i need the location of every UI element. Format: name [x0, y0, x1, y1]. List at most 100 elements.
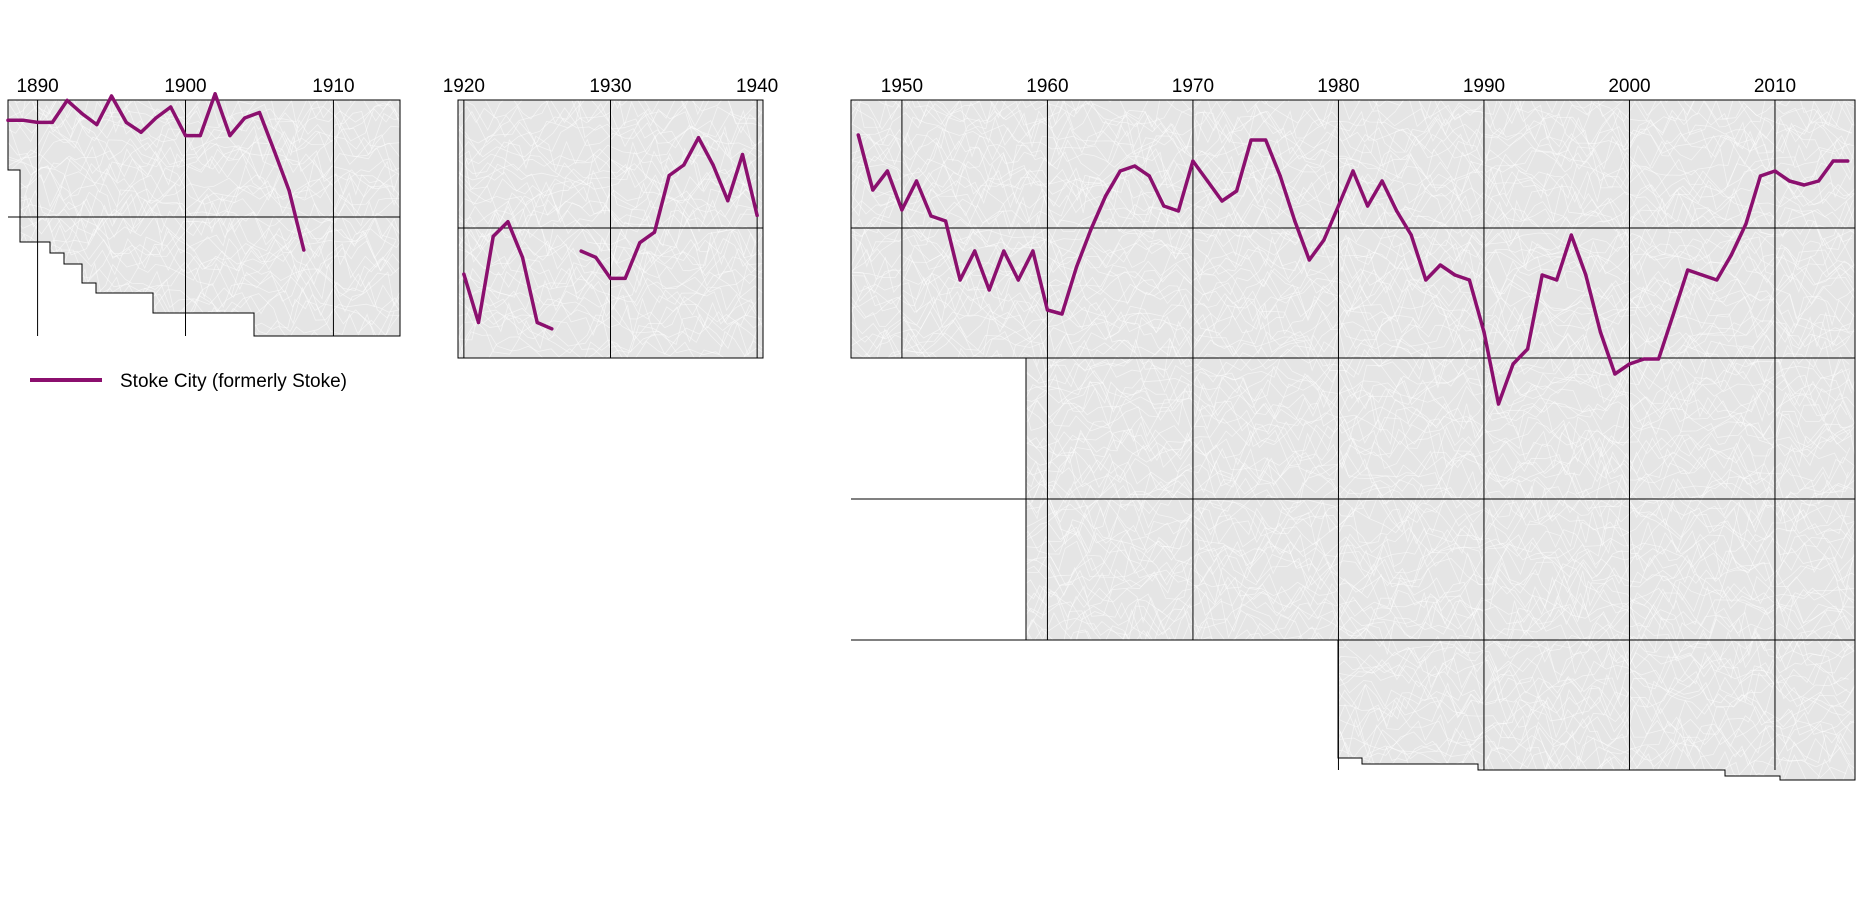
series-point	[856, 133, 860, 137]
series-point	[1511, 362, 1515, 366]
series-point	[1482, 330, 1486, 334]
series-point	[667, 173, 671, 178]
background-texture	[8, 100, 400, 336]
series-point	[1540, 273, 1544, 277]
chart-panel-postwar: 1950 1960 1970 1980 1990 2000 2010	[850, 76, 1856, 781]
series-point	[1089, 227, 1093, 231]
series-point	[1657, 357, 1661, 361]
series-point	[6, 118, 10, 122]
series-point	[594, 255, 598, 259]
x-tick-label: 1940	[736, 76, 778, 97]
series-point	[696, 136, 701, 140]
series-point	[1627, 362, 1632, 366]
series-point	[740, 152, 745, 157]
chart-panel-1920s: 1920 1930 1940	[443, 76, 778, 359]
series-point	[1846, 159, 1850, 163]
series-point	[1802, 183, 1806, 187]
x-tick-label: 1900	[164, 76, 206, 97]
series-point	[885, 169, 890, 173]
series-point	[623, 276, 627, 280]
x-tick-label: 2000	[1608, 76, 1650, 97]
series-point	[228, 134, 232, 138]
series-point	[1598, 330, 1602, 334]
series-point	[183, 134, 188, 138]
series-point	[1409, 233, 1413, 237]
x-tick-label: 1920	[443, 76, 485, 97]
panel-border	[850, 99, 1856, 781]
chart-panel-1890s: 1890 1900 1910	[6, 76, 401, 337]
series-point	[682, 163, 686, 167]
x-tick-label: 1970	[1172, 76, 1214, 97]
series-point	[1016, 278, 1020, 282]
series-point	[1642, 357, 1646, 361]
series-point	[1060, 312, 1064, 316]
series-point	[1700, 273, 1704, 277]
series-point	[1104, 194, 1108, 198]
series-point	[1205, 179, 1210, 183]
series-point	[973, 249, 977, 253]
series-point	[272, 149, 276, 153]
series-point	[21, 118, 25, 122]
series-point	[1264, 138, 1268, 142]
series-point	[1031, 249, 1035, 253]
series-point	[1453, 273, 1457, 277]
panel-border	[457, 99, 764, 359]
series-point	[1191, 159, 1195, 163]
series-point	[1380, 179, 1384, 183]
series-point	[535, 320, 539, 325]
series-point	[871, 188, 875, 192]
series-point	[491, 234, 495, 238]
series-point	[1526, 347, 1530, 351]
series-point	[1424, 278, 1428, 282]
series-point	[139, 130, 143, 134]
series-point	[1322, 238, 1326, 242]
series-point	[169, 105, 173, 109]
series-point	[287, 189, 291, 193]
series-point	[1278, 174, 1282, 178]
x-tick-label: 1960	[1026, 76, 1068, 97]
series-point	[652, 230, 657, 234]
series-point	[1787, 179, 1792, 183]
series-point	[80, 112, 84, 116]
series-point	[1118, 169, 1122, 173]
series-point	[476, 320, 481, 325]
series-point	[36, 120, 40, 124]
series-point	[755, 213, 759, 217]
series-point	[550, 327, 554, 331]
series-point	[1817, 179, 1821, 183]
series-point	[243, 116, 247, 120]
series-point	[958, 278, 962, 282]
x-tick-label: 1890	[16, 76, 58, 97]
series-point	[506, 220, 510, 224]
series-point	[50, 120, 55, 124]
series-point	[1671, 313, 1675, 317]
series-point	[1395, 209, 1399, 213]
series-point	[1336, 204, 1340, 208]
series-point	[1235, 189, 1239, 193]
series-point	[608, 276, 613, 280]
series-point	[1715, 278, 1719, 282]
series-point	[154, 116, 158, 120]
x-tick-label: 1950	[881, 76, 923, 97]
series-point	[579, 249, 583, 253]
series-point	[1307, 258, 1311, 262]
series-point	[520, 255, 525, 259]
x-tick-label: 2010	[1754, 76, 1796, 97]
series-point	[1569, 233, 1573, 237]
series-point	[944, 219, 948, 223]
series-point	[638, 241, 642, 245]
background-texture	[458, 100, 763, 358]
series-point	[109, 94, 114, 98]
series-point	[257, 110, 262, 115]
series-point	[1074, 265, 1079, 269]
series-point	[1351, 169, 1355, 173]
panel-border	[7, 99, 401, 337]
series-point	[1584, 273, 1588, 277]
x-tick-label: 1990	[1463, 76, 1505, 97]
x-tick-label: 1930	[589, 76, 631, 97]
series-point	[1147, 174, 1151, 178]
series-point	[1293, 219, 1297, 223]
series-point	[1773, 169, 1777, 173]
series-point	[1729, 253, 1733, 257]
series-point	[929, 214, 933, 218]
